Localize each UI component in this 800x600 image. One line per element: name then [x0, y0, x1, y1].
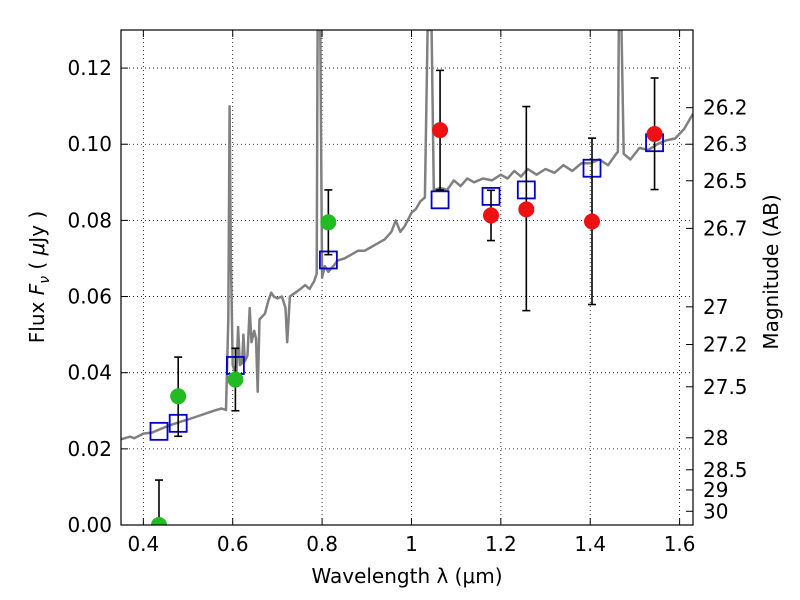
x-tick-label: 1.2	[485, 532, 517, 556]
x-tick-label: 0.6	[217, 532, 249, 556]
plot-frame	[120, 29, 694, 526]
magnitude-tick-label: 28	[703, 426, 728, 450]
x-tick-label: 0.8	[306, 532, 338, 556]
magnitude-tick-label: 26.5	[703, 169, 748, 193]
observed-point-red	[584, 213, 601, 230]
y-tick-label: 0.10	[67, 132, 112, 156]
magnitude-tick-label: 26.3	[703, 132, 748, 156]
magnitude-tick-label: 29	[703, 478, 728, 502]
y-label-mu: μ	[25, 243, 49, 257]
axis-ticks: 0.4 0.6 0.8 1 1.2 1.4 1.6 0.00 0.02 0.04 0.06 0.08 0…	[67, 30, 748, 556]
y-tick-label: 0.06	[67, 285, 112, 309]
x-axis-label: Wavelength λ (μm)	[311, 564, 502, 588]
data-markers-layer	[149, 69, 664, 525]
observed-point-red	[432, 122, 449, 139]
y-tick-label: 0.04	[67, 361, 112, 385]
magnitude-tick-label: 27.2	[703, 333, 748, 357]
observed-point-red	[646, 125, 663, 142]
observed-point-red	[483, 207, 500, 224]
model-spectrum-line	[121, 30, 693, 441]
observed-point-green	[320, 214, 337, 231]
magnitude-tick-label: 26.7	[703, 216, 748, 240]
x-tick-label: 0.4	[127, 532, 159, 556]
observed-point-green	[150, 517, 167, 525]
observed-point-red	[518, 201, 535, 218]
y-label-paren: (	[25, 255, 49, 276]
y-axis-label: Flux Fν ( μJy )	[25, 211, 53, 343]
model-spectrum-layer	[121, 30, 693, 441]
y-tick-label: 0.00	[67, 513, 112, 537]
x-tick-label: 1.4	[574, 532, 606, 556]
synthetic-photometry-square	[430, 190, 450, 210]
magnitude-tick-label: 26.2	[703, 96, 748, 120]
x-tick-label: 1	[405, 532, 418, 556]
magnitude-tick-label: 30	[703, 499, 728, 523]
observed-point-green	[227, 371, 244, 388]
x-tick-label: 1.6	[664, 532, 696, 556]
magnitude-tick-label: 27	[703, 295, 728, 319]
magnitude-tick-label: 27.5	[703, 375, 748, 399]
y-tick-label: 0.12	[67, 56, 112, 80]
y-label-subscript: ν	[37, 276, 53, 284]
y-label-prefix: Flux	[25, 295, 49, 343]
observed-point-green	[170, 388, 187, 405]
y-label-unit: Jy )	[25, 211, 49, 245]
magnitude-tick-label: 28.5	[703, 458, 748, 482]
grid	[121, 30, 693, 526]
y-label-symbol: F	[25, 283, 49, 295]
synthetic-photometry-square	[149, 421, 169, 441]
y-tick-label: 0.02	[67, 437, 112, 461]
magnitude-axis-label: Magnitude (AB)	[759, 194, 783, 349]
y-tick-label: 0.08	[67, 208, 112, 232]
